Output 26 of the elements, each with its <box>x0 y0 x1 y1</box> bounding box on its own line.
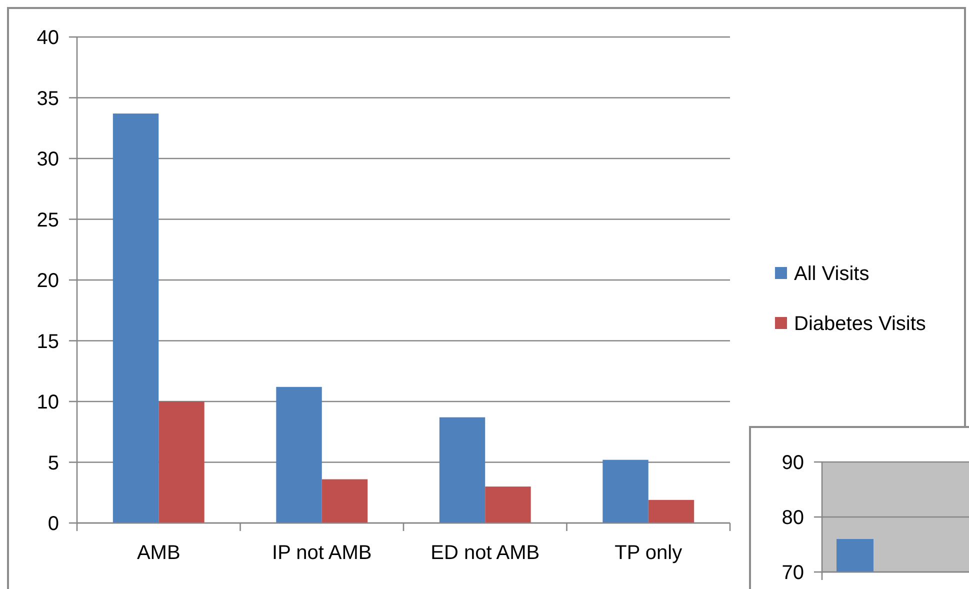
bar <box>112 114 159 523</box>
bar <box>158 402 204 523</box>
y-tick-label: 90 <box>782 452 804 474</box>
y-tick-label: 30 <box>36 148 59 170</box>
y-tick-label: 5 <box>48 452 59 474</box>
bar <box>648 500 694 523</box>
y-tick-label: 70 <box>782 562 804 584</box>
x-tick-label: ED not AMB <box>430 542 540 564</box>
bar <box>439 417 486 523</box>
y-tick-label: 35 <box>36 88 59 110</box>
legend-label: Diabetes Visits <box>794 313 926 335</box>
y-tick-label: 0 <box>48 513 59 535</box>
bar <box>485 486 531 523</box>
y-tick-label: 10 <box>36 392 59 414</box>
bar <box>276 386 322 523</box>
y-tick-label: 25 <box>36 209 59 232</box>
legend-label: All Visits <box>794 263 870 285</box>
y-tick-label: 20 <box>36 270 59 292</box>
bar <box>602 460 648 523</box>
x-tick-label: IP not AMB <box>272 542 372 564</box>
x-tick-label: AMB <box>136 542 180 564</box>
y-tick-label: 40 <box>36 27 59 49</box>
bar <box>322 479 368 523</box>
y-tick-label: 15 <box>36 330 59 353</box>
x-tick-label: TP only <box>614 542 682 564</box>
y-tick-label: 80 <box>782 507 804 529</box>
